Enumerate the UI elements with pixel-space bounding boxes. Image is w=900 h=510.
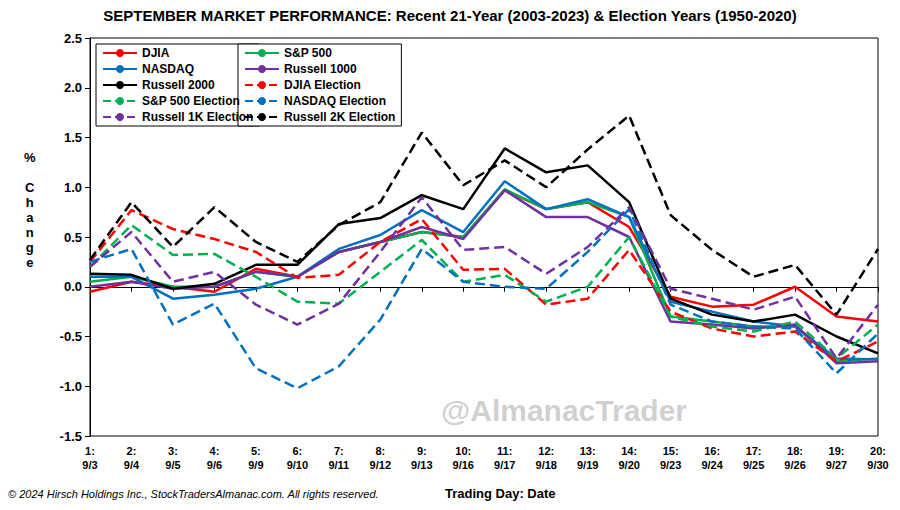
svg-text:9/5: 9/5 [165,459,180,471]
svg-text:e: e [26,255,33,270]
svg-text:SEPTEMBER MARKET PERFORMANCE:: SEPTEMBER MARKET PERFORMANCE: Recent 21-… [103,7,796,24]
svg-text:-1.5: -1.5 [60,429,82,444]
svg-text:9/20: 9/20 [618,459,639,471]
svg-text:Trading Day: Date: Trading Day: Date [445,486,556,501]
svg-text:6:: 6: [292,445,302,457]
svg-text:9/26: 9/26 [784,459,805,471]
svg-text:20:: 20: [870,445,886,457]
svg-text:7:: 7: [334,445,344,457]
svg-text:12:: 12: [538,445,554,457]
svg-text:2.5: 2.5 [64,31,82,46]
svg-text:a: a [26,210,34,225]
svg-text:NASDAQ: NASDAQ [142,62,194,76]
svg-text:DJIA: DJIA [142,46,170,60]
svg-text:9/12: 9/12 [370,459,391,471]
svg-text:3:: 3: [168,445,178,457]
svg-text:n: n [26,225,34,240]
svg-text:14:: 14: [621,445,637,457]
svg-text:9/16: 9/16 [453,459,474,471]
svg-text:S&P 500 Election: S&P 500 Election [142,94,240,108]
svg-text:1.5: 1.5 [64,130,82,145]
svg-text:Russell 2000: Russell 2000 [142,78,215,92]
svg-text:S&P 500: S&P 500 [284,46,332,60]
svg-text:19:: 19: [829,445,845,457]
svg-text:17:: 17: [746,445,762,457]
svg-text:%: % [24,150,36,165]
svg-text:9/27: 9/27 [826,459,847,471]
svg-text:9/9: 9/9 [248,459,263,471]
svg-text:-1.0: -1.0 [60,379,82,394]
svg-text:-0.5: -0.5 [60,329,82,344]
svg-text:9/18: 9/18 [535,459,556,471]
svg-text:13:: 13: [580,445,596,457]
svg-text:C: C [25,180,35,195]
svg-text:2:: 2: [127,445,137,457]
svg-text:9/30: 9/30 [867,459,888,471]
svg-text:Russell 1K Election: Russell 1K Election [142,110,253,124]
svg-text:9/24: 9/24 [701,459,723,471]
svg-text:9/25: 9/25 [743,459,764,471]
svg-text:8:: 8: [375,445,385,457]
svg-text:Russell 1000: Russell 1000 [284,62,357,76]
svg-text:4:: 4: [210,445,220,457]
svg-text:18:: 18: [787,445,803,457]
svg-text:1:: 1: [85,445,95,457]
svg-text:2.0: 2.0 [64,80,82,95]
svg-text:NASDAQ Election: NASDAQ Election [284,94,386,108]
svg-text:9/11: 9/11 [328,459,349,471]
svg-text:9/13: 9/13 [411,459,432,471]
svg-text:0.5: 0.5 [64,230,82,245]
svg-text:g: g [26,240,34,255]
svg-text:9/17: 9/17 [494,459,515,471]
svg-text:9/6: 9/6 [207,459,222,471]
svg-text:9/3: 9/3 [82,459,97,471]
svg-text:16:: 16: [704,445,720,457]
svg-text:@AlmanacTrader: @AlmanacTrader [441,394,687,427]
svg-text:9/4: 9/4 [124,459,140,471]
svg-text:DJIA Election: DJIA Election [284,78,361,92]
svg-text:5:: 5: [251,445,261,457]
svg-text:Russell 2K Election: Russell 2K Election [284,110,395,124]
svg-text:9/23: 9/23 [660,459,681,471]
svg-text:9:: 9: [417,445,427,457]
svg-text:10:: 10: [455,445,471,457]
svg-text:0.0: 0.0 [64,279,82,294]
svg-text:© 2024 Hirsch Holdings Inc., S: © 2024 Hirsch Holdings Inc., StockTrader… [8,488,379,500]
svg-text:11:: 11: [497,445,512,457]
svg-text:1.0: 1.0 [64,180,82,195]
svg-text:9/10: 9/10 [287,459,308,471]
svg-text:9/19: 9/19 [577,459,598,471]
svg-text:h: h [26,195,34,210]
svg-text:15:: 15: [663,445,679,457]
